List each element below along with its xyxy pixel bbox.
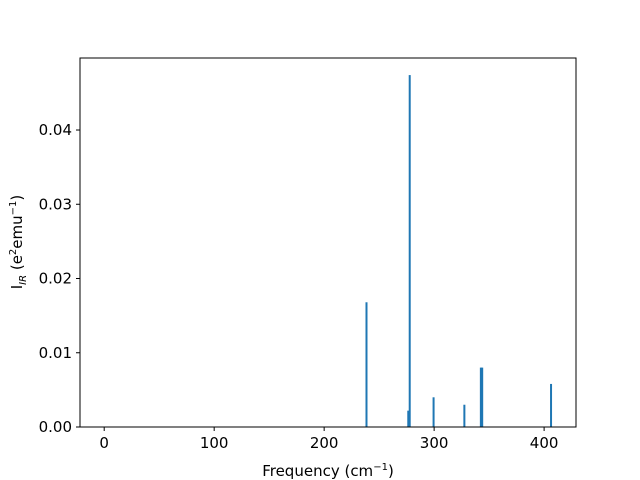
x-axis-label: Frequency (cm−1) bbox=[262, 462, 394, 480]
x-tick-label-1: 100 bbox=[200, 434, 229, 452]
bar-5 bbox=[479, 367, 482, 427]
x-axis-ticks: 0 100 200 300 400 bbox=[99, 427, 558, 452]
y-tick-label-3: 0.03 bbox=[39, 195, 72, 213]
plot-area-frame bbox=[79, 57, 577, 428]
x-tick-label-3: 300 bbox=[420, 434, 449, 452]
y-tick-label-0: 0.00 bbox=[39, 418, 72, 436]
bar-6 bbox=[481, 367, 484, 427]
bar-0 bbox=[365, 302, 368, 427]
bar-4 bbox=[463, 404, 466, 427]
x-tick-label-0: 0 bbox=[99, 434, 109, 452]
bar-3 bbox=[432, 397, 435, 427]
bar-2 bbox=[408, 75, 411, 427]
y-tick-label-2: 0.02 bbox=[39, 270, 72, 288]
bar-series bbox=[365, 75, 553, 427]
x-tick-label-4: 400 bbox=[530, 434, 559, 452]
x-tick-label-2: 200 bbox=[310, 434, 339, 452]
y-axis-label: IIR (e2emu−1) bbox=[8, 195, 29, 290]
y-axis-ticks: 0.00 0.01 0.02 0.03 0.04 bbox=[39, 121, 80, 436]
bar-1 bbox=[407, 410, 410, 427]
y-tick-label-4: 0.04 bbox=[39, 121, 72, 139]
bar-7 bbox=[550, 383, 553, 427]
y-tick-label-1: 0.01 bbox=[39, 344, 72, 362]
